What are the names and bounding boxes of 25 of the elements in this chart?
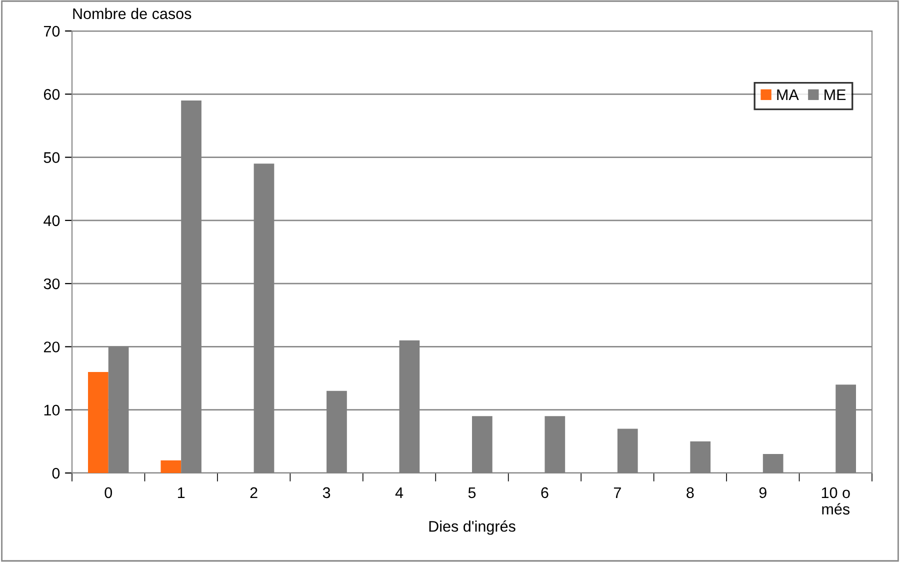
- y-tick-label: 0: [52, 468, 60, 479]
- x-tick-label: 6: [541, 487, 548, 498]
- legend-label: MA: [777, 90, 799, 100]
- y-tick-label: 10: [44, 404, 60, 416]
- x-tick-label: 8: [686, 487, 694, 498]
- x-tick-label: 1: [178, 487, 185, 498]
- bar: [160, 460, 182, 473]
- y-tick-label: 20: [44, 342, 60, 352]
- legend-label: ME: [824, 90, 846, 100]
- x-tick-label: 0: [104, 487, 112, 498]
- x-tick-label: 7: [614, 487, 621, 498]
- x-tick-label: 2: [250, 487, 258, 498]
- y-tick-label: 50: [44, 152, 60, 163]
- x-tick-label: 3: [322, 487, 330, 498]
- y-tick-label: 30: [44, 278, 60, 290]
- x-tick-label: 9: [759, 487, 766, 498]
- x-axis-title: Dies d'ingrés: [429, 520, 516, 535]
- x-tick-label: 4: [395, 487, 404, 498]
- x-tick-label: 5: [468, 487, 476, 498]
- x-tick-label: 10 o més: [822, 487, 850, 515]
- y-tick-label: 60: [44, 89, 60, 100]
- y-axis-title: Nombre de casos: [73, 8, 192, 20]
- y-tick-label: 40: [44, 215, 60, 226]
- bar: [88, 372, 108, 473]
- y-tick-label: 70: [44, 26, 60, 37]
